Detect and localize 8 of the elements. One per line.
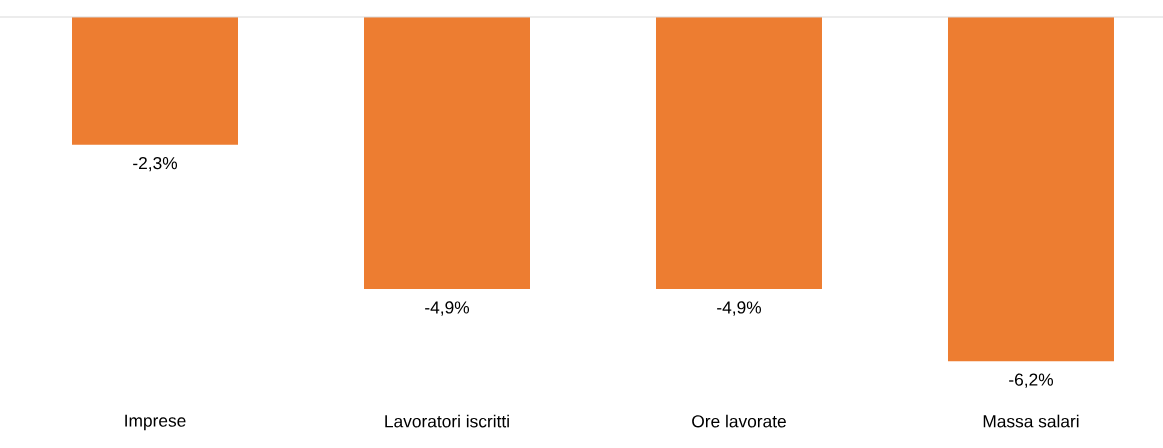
data-label: -4,9% <box>717 301 762 316</box>
x-tick-label: Ore lavorate <box>692 414 786 428</box>
x-tick-label: Imprese <box>125 414 186 431</box>
x-tick-label: Lavoratori iscritti <box>385 414 509 428</box>
data-label: -4,9% <box>425 301 470 316</box>
data-label: -2,3% <box>133 156 178 172</box>
data-label: -6,2% <box>1009 373 1054 388</box>
x-tick-label: Massa salari <box>983 414 1079 428</box>
